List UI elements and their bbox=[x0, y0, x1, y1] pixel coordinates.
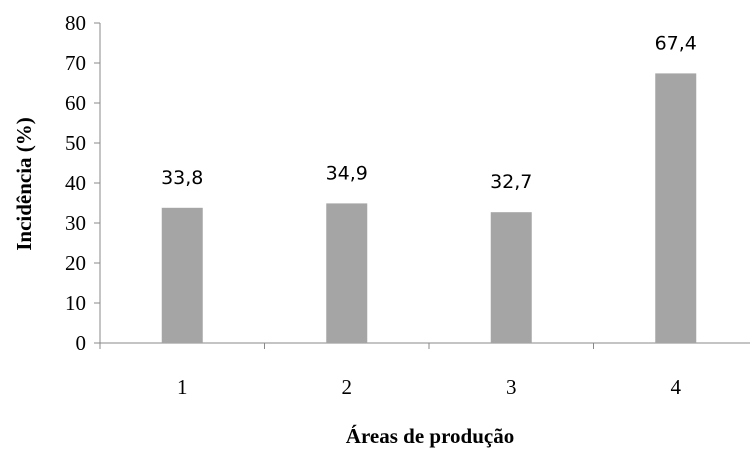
data-labels: 33,8 34,9 32,7 67,4 bbox=[161, 32, 697, 193]
y-axis: 0 10 20 30 40 50 60 70 80 bbox=[65, 11, 101, 355]
y-tick-label: 30 bbox=[65, 211, 86, 235]
x-axis-title: Áreas de produção bbox=[346, 424, 514, 448]
y-tick-label: 70 bbox=[65, 51, 86, 75]
y-tick-label: 80 bbox=[65, 11, 86, 35]
x-axis: 1 2 3 4 bbox=[99, 342, 750, 399]
bars bbox=[161, 73, 697, 344]
x-tick-label: 2 bbox=[342, 375, 353, 399]
y-tick-label: 20 bbox=[65, 251, 86, 275]
x-tick-label: 4 bbox=[671, 375, 682, 399]
data-label: 32,7 bbox=[490, 171, 532, 193]
y-axis-title: Incidência (%) bbox=[12, 117, 36, 251]
y-tick-label: 50 bbox=[65, 131, 86, 155]
data-label: 67,4 bbox=[655, 32, 697, 54]
bar bbox=[655, 73, 697, 344]
y-tick-label: 0 bbox=[76, 331, 87, 355]
y-tick-label: 40 bbox=[65, 171, 86, 195]
data-label: 34,9 bbox=[326, 162, 368, 184]
data-label: 33,8 bbox=[161, 167, 203, 189]
bar bbox=[161, 207, 203, 343]
y-tick-label: 10 bbox=[65, 291, 86, 315]
x-tick-label: 1 bbox=[177, 375, 188, 399]
x-tick-label: 3 bbox=[506, 375, 517, 399]
bar bbox=[490, 212, 532, 343]
y-tick-label: 60 bbox=[65, 91, 86, 115]
bar bbox=[326, 203, 368, 343]
